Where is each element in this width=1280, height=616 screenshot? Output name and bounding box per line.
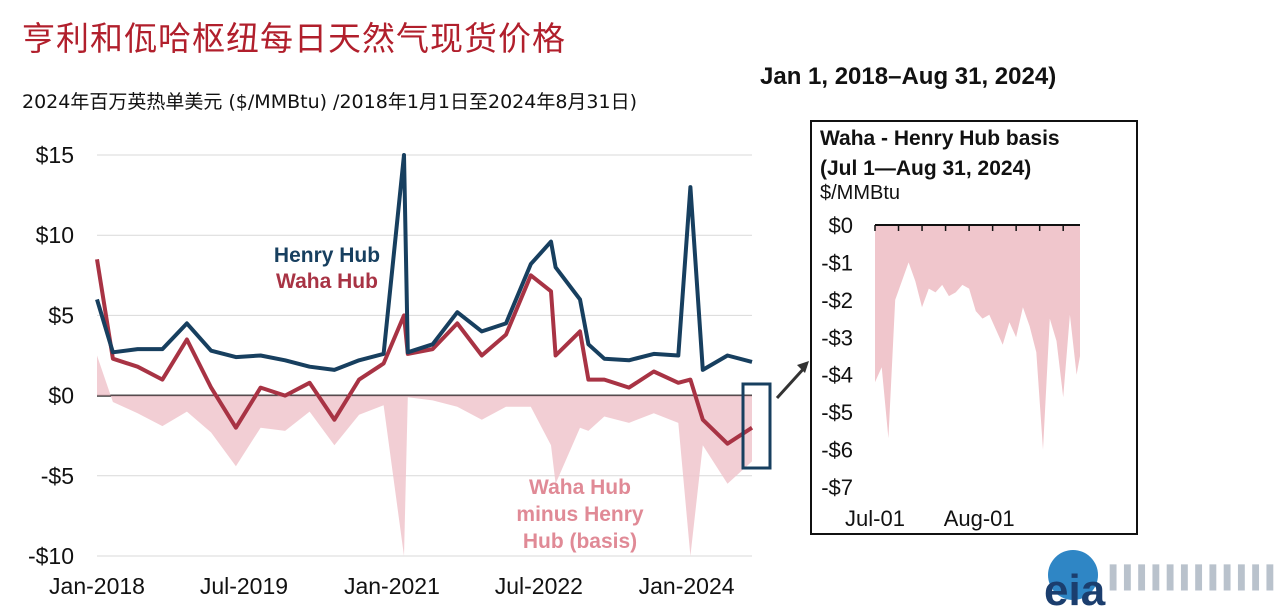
eia-logo: eia ▌▌▌▌▌▌▌▌▌▌▌▌▌▌▌▌ (1040, 548, 1280, 615)
date-range-heading: Jan 1, 2018–Aug 31, 2024) (760, 63, 1057, 90)
y-tick-label: -$10 (28, 543, 74, 569)
inset-panel (810, 120, 1138, 535)
basis-label-line3: Hub (basis) (523, 530, 637, 553)
x-tick-label: Jul-2022 (495, 573, 583, 599)
henry-hub-line (95, 153, 753, 372)
basis-label-line1: Waha Hub (529, 476, 631, 499)
inset-y-tick-label: -$5 (821, 400, 853, 425)
logo-globe-icon (1048, 550, 1098, 600)
inset-title-line2: (Jul 1—Aug 31, 2024) (820, 157, 1032, 180)
inset-basis-area (875, 225, 1080, 450)
waha-hub-label: Waha Hub (276, 270, 378, 293)
page-title: 亨利和佤哈枢纽每日天然气现货价格 (22, 19, 566, 58)
inset-area-series (875, 225, 1080, 450)
page-subtitle: 2024年百万英热单美元 ($/MMBtu) /2018年1月1日至2024年8… (22, 91, 638, 113)
inset-y-tick-label: -$4 (821, 363, 853, 388)
inset-title: Waha - Henry Hub basis (Jul 1—Aug 31, 20… (820, 124, 1060, 184)
x-tick-labels: Jan-2018 Jul-2019 Jan-2021 Jul-2022 Jan-2024 (49, 573, 735, 599)
y-tick-labels: $15 $10 $5 $0 -$5 -$10 (28, 142, 74, 569)
y-tick-label: $10 (36, 222, 74, 248)
y-tick-label: -$5 (41, 463, 74, 489)
inset-y-tick-label: $0 (829, 213, 853, 238)
x-tick-label: Jan-2024 (639, 573, 735, 599)
y-tick-label: $5 (48, 302, 74, 328)
inset-title-line1: Waha - Henry Hub basis (820, 127, 1060, 150)
inset-y-tick-label: -$1 (821, 250, 853, 275)
x-tick-label: Jan-2021 (344, 573, 440, 599)
basis-series-area (97, 355, 752, 556)
inset-x-tick-label: Aug-01 (944, 506, 1015, 531)
inset-connector-arrow (775, 364, 808, 400)
inset-unit-label: $/MMBtu (820, 182, 901, 204)
inset-y-tick-label: -$7 (821, 475, 853, 500)
y-tick-label: $0 (48, 383, 74, 409)
series-lines-group (95, 153, 754, 446)
inset-axes: $0 -$1 -$2 -$3 -$4 -$5 -$6 -$7 Jul-01 Aug-01 (821, 213, 1080, 531)
inset-highlight-box (741, 382, 772, 470)
waha-hub-line (95, 258, 754, 446)
henry-hub-label: Henry Hub (274, 244, 380, 267)
x-tick-label: Jul-2019 (200, 573, 288, 599)
inset-y-tick-label: -$2 (821, 288, 853, 313)
inset-y-tick-label: -$6 (821, 438, 853, 463)
y-tick-label: $15 (36, 142, 74, 168)
logo-text: eia (1044, 566, 1106, 615)
arrow-head (797, 361, 809, 373)
x-tick-label: Jan-2018 (49, 573, 145, 599)
inset-y-tick-label: -$3 (821, 325, 853, 350)
basis-area-group (97, 355, 752, 556)
inset-x-tick-label: Jul-01 (845, 506, 905, 531)
logo-bars-icon: ▌▌▌▌▌▌▌▌▌▌▌▌▌▌▌▌ (1110, 566, 1280, 591)
basis-label-line2: minus Henry (516, 503, 644, 526)
